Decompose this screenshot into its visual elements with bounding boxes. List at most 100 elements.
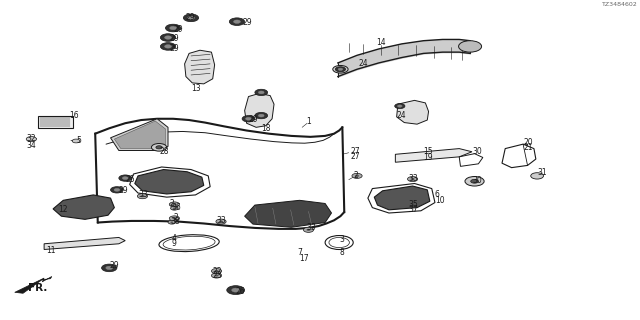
Text: 33: 33 <box>306 223 316 232</box>
Circle shape <box>214 275 219 276</box>
Text: 14: 14 <box>376 38 386 47</box>
Polygon shape <box>397 100 429 124</box>
Text: 5: 5 <box>76 136 81 145</box>
Text: 38: 38 <box>170 217 180 226</box>
Text: 31: 31 <box>537 168 547 177</box>
Text: 32: 32 <box>26 134 36 143</box>
Circle shape <box>397 105 402 107</box>
Text: 7: 7 <box>298 248 303 257</box>
Polygon shape <box>374 186 430 210</box>
Circle shape <box>229 18 244 26</box>
Text: 25: 25 <box>125 175 135 184</box>
Text: 34: 34 <box>26 141 36 150</box>
Polygon shape <box>53 195 115 219</box>
Polygon shape <box>115 121 166 148</box>
Text: 17: 17 <box>300 254 309 263</box>
Polygon shape <box>396 148 472 162</box>
Text: 2: 2 <box>173 213 178 222</box>
Circle shape <box>122 177 128 180</box>
Circle shape <box>459 41 481 52</box>
Text: 2: 2 <box>170 199 175 208</box>
Text: 36: 36 <box>172 203 182 212</box>
Text: 29: 29 <box>170 34 180 43</box>
Circle shape <box>164 36 172 39</box>
Circle shape <box>170 216 179 221</box>
Circle shape <box>259 91 264 94</box>
Circle shape <box>188 16 195 20</box>
Polygon shape <box>44 237 125 250</box>
Text: 10: 10 <box>435 196 445 205</box>
Text: 27: 27 <box>351 147 360 156</box>
Text: FR.: FR. <box>28 283 47 293</box>
Text: 4: 4 <box>172 234 177 243</box>
Circle shape <box>410 178 415 180</box>
Text: 29: 29 <box>170 44 180 53</box>
Polygon shape <box>135 170 204 194</box>
Text: 23: 23 <box>212 271 222 280</box>
Circle shape <box>255 89 268 96</box>
Circle shape <box>171 206 178 210</box>
Circle shape <box>172 217 177 220</box>
Text: 13: 13 <box>191 84 200 93</box>
Text: 9: 9 <box>172 239 177 248</box>
Circle shape <box>161 34 175 41</box>
Text: 28: 28 <box>159 147 168 156</box>
Text: TZ3484602: TZ3484602 <box>602 2 638 7</box>
Circle shape <box>140 195 145 197</box>
Text: 29: 29 <box>109 261 119 270</box>
Circle shape <box>408 177 418 181</box>
Circle shape <box>173 207 176 209</box>
Circle shape <box>183 14 198 22</box>
Circle shape <box>211 268 221 274</box>
Circle shape <box>355 175 359 177</box>
Circle shape <box>307 229 310 231</box>
Text: 37: 37 <box>408 205 418 214</box>
Text: 29: 29 <box>119 186 129 195</box>
Circle shape <box>395 104 405 108</box>
Text: 29: 29 <box>248 115 258 124</box>
Circle shape <box>255 112 268 119</box>
Circle shape <box>246 117 252 120</box>
Circle shape <box>216 219 226 224</box>
Text: 18: 18 <box>261 124 271 133</box>
Text: 29: 29 <box>186 13 195 22</box>
Polygon shape <box>184 50 214 84</box>
Text: 33: 33 <box>138 190 148 199</box>
Circle shape <box>219 220 223 223</box>
Text: 27: 27 <box>351 152 360 161</box>
Text: 12: 12 <box>58 205 68 214</box>
Text: 24: 24 <box>397 111 406 120</box>
Circle shape <box>338 68 343 70</box>
Circle shape <box>102 264 117 272</box>
Circle shape <box>168 220 175 224</box>
Circle shape <box>166 24 180 32</box>
Circle shape <box>465 177 484 186</box>
Text: 33: 33 <box>216 216 227 226</box>
Text: 33: 33 <box>408 174 418 183</box>
Text: 26: 26 <box>236 287 245 296</box>
Circle shape <box>156 146 163 149</box>
Circle shape <box>227 286 244 294</box>
Circle shape <box>26 137 36 142</box>
Text: 35: 35 <box>408 200 418 209</box>
Circle shape <box>111 187 124 193</box>
Circle shape <box>161 43 175 50</box>
FancyBboxPatch shape <box>38 116 73 128</box>
Text: 30: 30 <box>472 147 482 156</box>
Polygon shape <box>15 276 52 293</box>
Text: 16: 16 <box>70 111 79 120</box>
Circle shape <box>170 202 179 207</box>
Text: 21: 21 <box>523 143 532 152</box>
Circle shape <box>170 221 173 223</box>
Circle shape <box>106 266 113 270</box>
Circle shape <box>531 173 543 179</box>
Text: 11: 11 <box>47 246 56 255</box>
Circle shape <box>72 139 80 143</box>
Circle shape <box>170 26 177 30</box>
Circle shape <box>172 204 177 205</box>
Circle shape <box>211 273 221 278</box>
Circle shape <box>333 66 348 73</box>
Text: 30: 30 <box>472 176 482 185</box>
Circle shape <box>138 194 148 199</box>
Circle shape <box>470 180 478 183</box>
